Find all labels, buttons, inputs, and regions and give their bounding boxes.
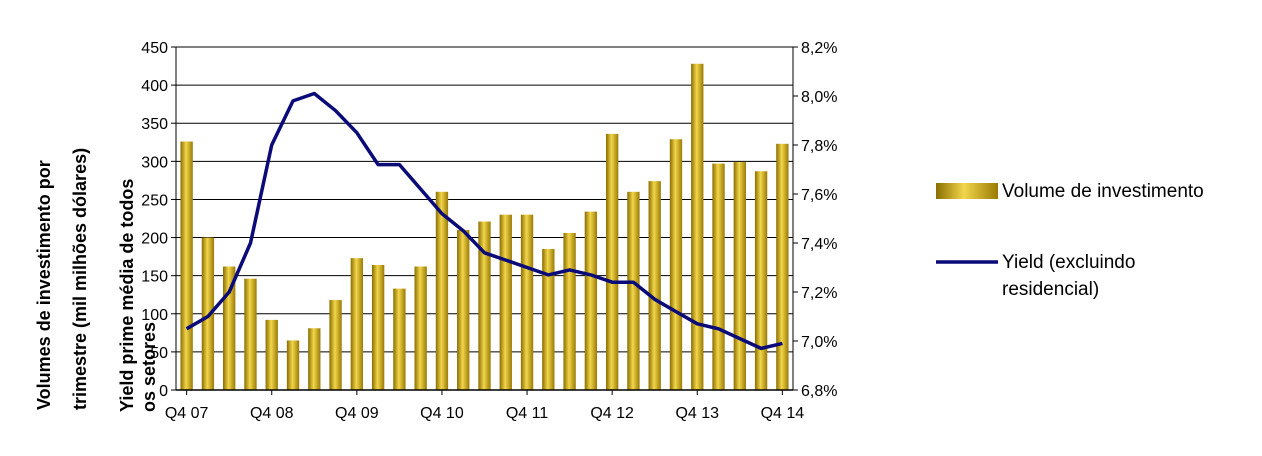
- bar: [201, 237, 215, 390]
- bar: [754, 171, 768, 390]
- legend-label-yield-line2: residencial): [1002, 279, 1099, 300]
- bar: [308, 328, 321, 390]
- bar: [627, 191, 640, 390]
- left-tick-label: 250: [141, 192, 168, 209]
- right-tick-label: 7,8%: [801, 138, 837, 155]
- right-tick-label: 7,0%: [801, 334, 837, 351]
- left-tick-label: 400: [141, 78, 168, 95]
- bar: [329, 300, 342, 390]
- axes: [175, 46, 794, 391]
- bar: [286, 340, 300, 390]
- x-tick-label: Q4 09: [335, 405, 379, 422]
- bar: [499, 214, 512, 390]
- x-tick-label: Q4 12: [590, 405, 634, 422]
- x-tick-label: Q4 14: [761, 405, 805, 422]
- legend-bar-swatch: [936, 183, 998, 199]
- x-tick-label: Q4 10: [420, 405, 464, 422]
- bar: [478, 221, 491, 390]
- bar: [563, 232, 576, 390]
- left-tick-label: 50: [150, 345, 168, 362]
- right-tick-label: 6,8%: [801, 383, 837, 400]
- bar: [669, 139, 683, 390]
- bar: [244, 278, 257, 390]
- bar: [393, 288, 406, 390]
- left-tick-label: 0: [159, 383, 168, 400]
- bar-series: [180, 63, 789, 391]
- legend-label-volume: Volume de investimento: [1002, 181, 1204, 202]
- legend-label-yield: Yield (excluindo: [1002, 252, 1135, 273]
- x-axis-ticks: Q4 07 Q4 08 Q4 09 Q4 10 Q4 11 Q4 12 Q4 13 Q4 14: [165, 390, 804, 422]
- bar: [648, 181, 661, 390]
- bar: [457, 229, 470, 390]
- left-axis-label-line1: Volumes de investimento por trimestre (mi…: [34, 148, 90, 410]
- bar: [371, 264, 385, 390]
- bar: [542, 248, 555, 390]
- line-series: [185, 91, 783, 351]
- bar: [712, 163, 725, 390]
- left-axis-label-row2: trimestre (mil milhões dólares): [70, 148, 90, 410]
- bar: [691, 63, 704, 390]
- left-tick-label: 350: [141, 116, 168, 133]
- bar: [584, 211, 598, 390]
- bar: [350, 258, 364, 390]
- x-tick-label: Q4 07: [165, 405, 209, 422]
- left-axis-label-row1: Volumes de investimento por: [34, 160, 54, 410]
- right-tick-label: 8,0%: [801, 89, 837, 106]
- x-tick-label: Q4 08: [250, 405, 294, 422]
- right-tick-label: 8,2%: [801, 40, 837, 57]
- yield-line: [185, 91, 783, 351]
- bar: [733, 162, 746, 390]
- bar: [435, 191, 449, 390]
- x-tick-label: Q4 13: [675, 405, 719, 422]
- left-tick-label: 450: [141, 40, 168, 57]
- right-axis-label-row2: os setores: [139, 322, 159, 412]
- bar: [520, 214, 534, 390]
- right-axis-ticks: 6,8% 7,0% 7,2% 7,4% 7,6% 7,8% 8,0% 8,2%: [793, 40, 837, 400]
- left-tick-label: 150: [141, 269, 168, 286]
- left-axis-ticks: 0 50 100 150 200 250 300 350 400 450: [141, 40, 176, 400]
- bar: [776, 143, 789, 390]
- bar: [414, 266, 427, 390]
- left-tick-label: 300: [141, 154, 168, 171]
- right-tick-label: 7,6%: [801, 187, 837, 204]
- bar: [605, 133, 619, 391]
- right-axis-label-row1: Yield prime média de todos: [117, 179, 137, 412]
- right-axis-label: Yield prime média de todos os setores: [117, 179, 159, 412]
- left-tick-label: 200: [141, 231, 168, 248]
- x-tick-label: Q4 11: [506, 405, 549, 422]
- right-tick-label: 7,2%: [801, 285, 837, 302]
- left-tick-label: 100: [141, 307, 168, 324]
- right-tick-label: 7,4%: [801, 236, 837, 253]
- legend: Volume de investimento Yield (excluindo …: [936, 181, 1204, 300]
- bar: [180, 141, 193, 390]
- bar: [265, 319, 278, 390]
